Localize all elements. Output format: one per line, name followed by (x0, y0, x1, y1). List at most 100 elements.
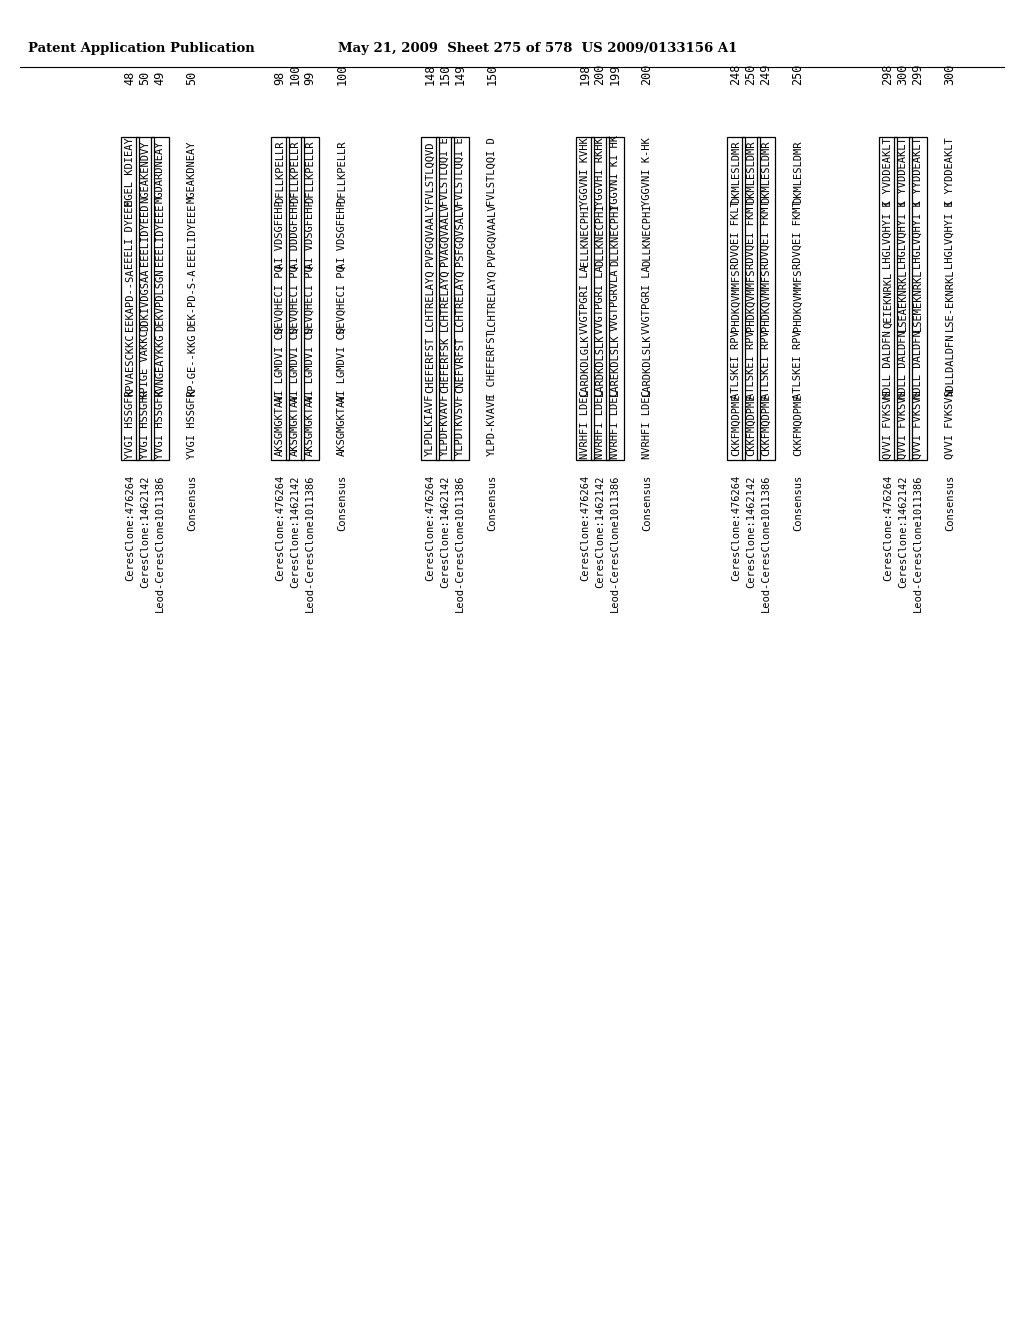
Text: 148: 148 (424, 63, 436, 84)
Text: QEIEKNRKL: QEIEKNRKL (883, 272, 893, 329)
Text: LSEAEKNRKL: LSEAEKNRKL (898, 269, 908, 331)
Text: AI LGMDVI CQ: AI LGMDVI CQ (290, 327, 300, 403)
Text: 298: 298 (882, 63, 895, 84)
Text: PVPGQVAALY: PVPGQVAALY (425, 203, 435, 267)
Text: 50: 50 (138, 71, 152, 84)
Text: 49: 49 (154, 71, 167, 84)
Text: CHEFERFSK: CHEFERFSK (440, 337, 450, 393)
Text: LSEMEKNRKL: LSEMEKNRKL (913, 269, 923, 331)
Bar (606, 137, 624, 459)
Text: 150: 150 (485, 63, 499, 84)
Text: 299: 299 (911, 63, 925, 84)
Text: CHEFERFST: CHEFERFST (425, 337, 435, 393)
Text: Leod-CeresClone1011386: Leod-CeresClone1011386 (761, 475, 771, 612)
Text: Patent Application Publication: Patent Application Publication (28, 42, 255, 55)
Text: CeresClone:1462142: CeresClone:1462142 (595, 475, 605, 587)
Text: LCHTRELAYQ: LCHTRELAYQ (487, 269, 497, 331)
Text: DDKIVDGSAA: DDKIVDGSAA (140, 269, 150, 331)
Text: 199: 199 (608, 63, 622, 84)
Text: 249: 249 (760, 63, 772, 84)
Text: DKMLESLDMR: DKMLESLDMR (746, 141, 756, 203)
Text: ELLKNECPHI: ELLKNECPHI (580, 203, 590, 267)
Text: 149: 149 (454, 63, 467, 84)
Text: CeresClone:476264: CeresClone:476264 (883, 475, 893, 581)
Text: SEVQHECI PQ: SEVQHECI PQ (305, 265, 315, 334)
Text: MGEAKDNEAY: MGEAKDNEAY (187, 141, 197, 203)
Text: VVGTPGRI LA: VVGTPGRI LA (595, 265, 605, 334)
Text: CeresClone:1462142: CeresClone:1462142 (898, 475, 908, 587)
Text: CeresClone:476264: CeresClone:476264 (275, 475, 285, 581)
Text: AKSGMGKTAV: AKSGMGKTAV (305, 393, 315, 457)
Text: YLPD-KVAVF: YLPD-KVAVF (487, 393, 497, 457)
Text: DKMLESLDMR: DKMLESLDMR (793, 141, 803, 203)
Text: CKKFMQDPME: CKKFMQDPME (731, 393, 741, 457)
Text: CeresClone:1462142: CeresClone:1462142 (140, 475, 150, 587)
Text: LHGLVQHYI K: LHGLVQHYI K (883, 201, 893, 269)
Text: VVGTPGRI LA: VVGTPGRI LA (642, 265, 652, 334)
Bar (727, 137, 745, 459)
Text: PVPGQVAALV: PVPGQVAALV (487, 203, 497, 267)
Text: DEKVPDLSGN: DEKVPDLSGN (155, 269, 165, 331)
Text: YLPDTKVSVF: YLPDTKVSVF (455, 393, 465, 457)
Bar (121, 137, 139, 459)
Text: QVVI FVKSVS: QVVI FVKSVS (913, 391, 923, 459)
Text: EEELIDYEEE: EEELIDYEEE (155, 203, 165, 267)
Text: RDVQEI FKMT: RDVQEI FKMT (746, 201, 756, 269)
Text: LARDKDLGLK: LARDKDLGLK (580, 334, 590, 396)
Text: VVGTPGRVLA: VVGTPGRVLA (610, 269, 620, 331)
Bar (909, 137, 927, 459)
Text: YGGVNI K-HK: YGGVNI K-HK (642, 137, 652, 206)
Text: YVGI HSSGFR: YVGI HSSGFR (187, 391, 197, 459)
Text: CNEFVRFST: CNEFVRFST (455, 337, 465, 393)
Text: 48: 48 (124, 71, 136, 84)
Text: AKSGMGKTAV: AKSGMGKTAV (337, 393, 347, 457)
Text: I YVDDEAKLT: I YVDDEAKLT (898, 137, 908, 206)
Text: LAREKDLSLK: LAREKDLSLK (610, 334, 620, 396)
Text: YGGVNI KI HK: YGGVNI KI HK (610, 135, 620, 210)
Text: PSFGQVSALV: PSFGQVSALV (455, 203, 465, 267)
Text: NVRHFI LDEC: NVRHFI LDEC (642, 391, 652, 459)
Text: Consensus: Consensus (187, 475, 197, 531)
Text: VVGTPGRI LA: VVGTPGRI LA (580, 265, 590, 334)
Text: LCHTRELAYQ: LCHTRELAYQ (440, 269, 450, 331)
Text: NVRHFI LDEC: NVRHFI LDEC (580, 391, 590, 459)
Text: AKSGMGKTAV: AKSGMGKTAV (275, 393, 285, 457)
Text: 248: 248 (729, 63, 742, 84)
Text: EEELIDYEEE: EEELIDYEEE (187, 203, 197, 267)
Text: PHDKQVMMFS: PHDKQVMMFS (746, 269, 756, 331)
Text: AI LGMDVI CQ: AI LGMDVI CQ (275, 327, 285, 403)
Text: ATLSKEI RPV: ATLSKEI RPV (731, 330, 741, 400)
Text: CKKFMQDPME: CKKFMQDPME (746, 393, 756, 457)
Text: 250: 250 (792, 63, 805, 84)
Text: 100: 100 (289, 63, 301, 84)
Text: QVVI FVKSVS: QVVI FVKSVS (883, 391, 893, 459)
Text: FVLSTLQQVD: FVLSTLQQVD (425, 141, 435, 203)
Text: AI VDSGFEHP: AI VDSGFEHP (275, 201, 285, 269)
Text: LARDKDLSLK: LARDKDLSLK (642, 334, 652, 396)
Text: DFLLKPELLR: DFLLKPELLR (290, 141, 300, 203)
Bar (421, 137, 439, 459)
Text: DLLKNECPHI: DLLKNECPHI (595, 203, 605, 267)
Text: NGEAKENDVY: NGEAKENDVY (140, 141, 150, 203)
Text: FVLSTLQQI E: FVLSTLQQI E (455, 137, 465, 206)
Text: FVLSTLQQI E: FVLSTLQQI E (440, 137, 450, 206)
Text: DFLLKPELLR: DFLLKPELLR (305, 141, 315, 203)
Text: RDVQEI FKLT: RDVQEI FKLT (731, 201, 741, 269)
Text: CKKFMQDPME: CKKFMQDPME (793, 393, 803, 457)
Text: NVRHFI LDEC: NVRHFI LDEC (610, 391, 620, 459)
Text: LSE-EKNRKL: LSE-EKNRKL (945, 269, 955, 331)
Text: Consensus: Consensus (642, 475, 652, 531)
Text: DEK-PD-S-A: DEK-PD-S-A (187, 269, 197, 331)
Text: KPIGE VAKKC: KPIGE VAKKC (140, 330, 150, 400)
Text: NDLL DALDFN: NDLL DALDFN (883, 330, 893, 400)
Bar (894, 137, 912, 459)
Text: YVGI HSSGFR: YVGI HSSGFR (140, 391, 150, 459)
Bar (436, 137, 454, 459)
Text: 100: 100 (336, 63, 348, 84)
Text: Leod-CeresClone1011386: Leod-CeresClone1011386 (610, 475, 620, 612)
Text: LARDKDLSLK: LARDKDLSLK (595, 334, 605, 396)
Text: Leod-CeresClone1011386: Leod-CeresClone1011386 (455, 475, 465, 612)
Text: LCHTRELAYQ: LCHTRELAYQ (455, 269, 465, 331)
Text: Consensus: Consensus (337, 475, 347, 531)
Text: YGGVNI KVHK: YGGVNI KVHK (580, 137, 590, 206)
